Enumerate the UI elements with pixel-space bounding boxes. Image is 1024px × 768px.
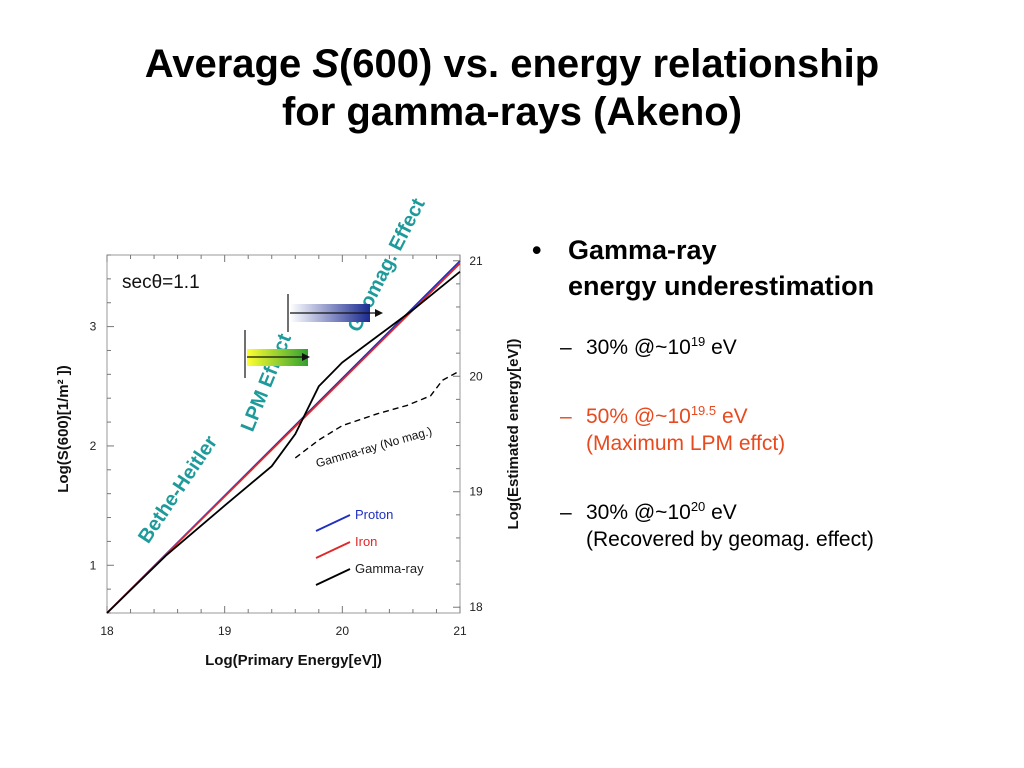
title-suffix: (600) vs. energy relationship	[338, 42, 880, 86]
legend-swatch-proton	[315, 514, 351, 532]
x-tick-label: 20	[336, 624, 350, 638]
sub-bullet-note: (Recovered by geomag. effect)	[586, 528, 874, 551]
x-tick-label: 19	[218, 624, 232, 638]
main-bullet-line-2: energy underestimation	[568, 271, 875, 301]
title-prefix: Average	[144, 42, 313, 86]
sub-bullet-exponent: 19	[690, 334, 706, 349]
gamma-nomag-label: Gamma-ray (No mag.)	[314, 424, 433, 471]
sub-bullet-unit: eV	[705, 501, 737, 524]
y2-tick-label: 21	[469, 254, 483, 268]
main-bullet-line-1: Gamma-ray	[568, 235, 717, 265]
geomag-arrowhead-icon	[375, 309, 383, 317]
y2-axis-label: Log(Estimated energy[eV])	[505, 339, 522, 530]
x-axis-label: Log(Primary Energy[eV])	[205, 652, 382, 669]
sub-bullet-text: 30% @~10	[586, 336, 691, 359]
y-axis-label: Log(S(600)[1/m² ])	[55, 365, 72, 493]
slide-title: Average S(600) vs. energy relationship f…	[0, 40, 1024, 136]
bethe-heitler-label: Bethe-Heitler	[134, 432, 222, 548]
y-tick-label: 1	[90, 558, 97, 572]
sub-bullet-text: 30% @~10	[586, 501, 691, 524]
legend-swatch-iron	[315, 541, 351, 559]
y2-tick-label: 19	[469, 485, 483, 499]
sec-theta-annotation: secθ=1.1	[122, 272, 200, 293]
y-tick-label: 2	[90, 439, 97, 453]
sub-bullet-unit: eV	[705, 336, 737, 359]
sub-bullet-1: –30% @~1019 eV	[530, 334, 1020, 361]
legend-label-gamma-ray: Gamma-ray	[355, 561, 424, 576]
dash-icon: –	[560, 501, 572, 524]
dash-icon: –	[560, 405, 572, 428]
main-bullet: • Gamma-ray energy underestimation	[530, 232, 1020, 304]
x-tick-label: 18	[100, 624, 114, 638]
y2-tick-label: 18	[469, 600, 483, 614]
sub-bullet-text: 50% @~10	[586, 405, 691, 428]
legend-label-iron: Iron	[355, 534, 377, 549]
sub-bullet-exponent: 20	[690, 499, 706, 514]
series-line-gamma-ray-no-mag-	[294, 370, 461, 459]
legend-swatch-gamma-ray	[315, 568, 351, 586]
bullet-dot-icon: •	[532, 235, 542, 265]
title-italic-s: S	[312, 42, 339, 86]
sub-bullet-unit: eV	[716, 405, 748, 428]
dash-icon: –	[560, 336, 572, 359]
plot-frame	[106, 254, 461, 614]
sub-bullet-2: –50% @~1019.5 eV (Maximum LPM effct)	[530, 403, 1020, 457]
bullet-list: • Gamma-ray energy underestimation –30% …	[530, 232, 1020, 595]
sub-bullet-note: (Maximum LPM effct)	[586, 432, 786, 455]
title-line-2: for gamma-rays (Akeno)	[281, 90, 743, 134]
lpm-arrowhead-icon	[302, 353, 310, 361]
lpm-effect-label: LPM Effect	[237, 330, 296, 434]
sub-bullet-list: –30% @~1019 eV –50% @~1019.5 eV (Maximum L…	[530, 334, 1020, 553]
y2-tick-label: 20	[469, 369, 483, 383]
title-line-1: Average S(600) vs. energy relationship	[0, 40, 1024, 88]
series-line-gamma-ray	[106, 271, 461, 614]
x-tick-label: 21	[453, 624, 467, 638]
sub-bullet-3: –30% @~1020 eV (Recovered by geomag. effe…	[530, 499, 1020, 553]
sub-bullet-exponent: 19.5	[690, 403, 717, 418]
legend-label-proton: Proton	[355, 507, 393, 522]
y-tick-label: 3	[90, 320, 97, 334]
